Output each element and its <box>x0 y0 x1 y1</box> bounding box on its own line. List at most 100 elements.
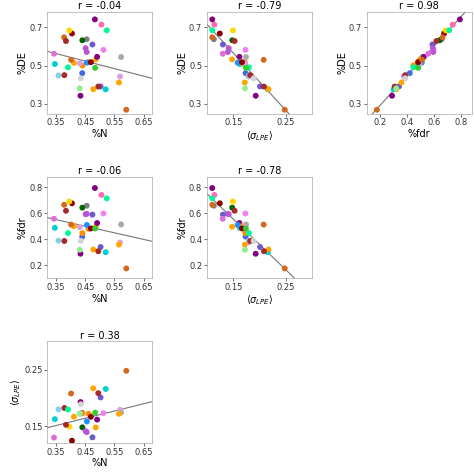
Point <box>87 225 95 232</box>
Point <box>60 445 68 453</box>
Point <box>102 86 109 93</box>
Point <box>395 82 403 90</box>
X-axis label: $\langle\sigma_{LPE}\rangle$: $\langle\sigma_{LPE}\rangle$ <box>246 293 273 308</box>
Point <box>76 60 83 67</box>
Point <box>392 84 400 92</box>
Point <box>242 53 250 61</box>
Point <box>92 55 100 63</box>
Point <box>242 64 250 72</box>
Point <box>388 92 396 100</box>
Point <box>264 85 272 93</box>
Point <box>433 37 440 45</box>
Point <box>420 53 428 61</box>
Point <box>76 84 83 92</box>
Point <box>419 56 426 64</box>
Point <box>256 243 264 251</box>
Point <box>242 210 249 217</box>
Point <box>410 62 417 69</box>
Point <box>62 421 70 428</box>
Point <box>90 246 97 253</box>
Point <box>94 389 102 397</box>
Point <box>83 418 91 425</box>
Point <box>97 82 104 90</box>
Point <box>122 367 130 374</box>
Point <box>51 60 59 68</box>
Point <box>439 34 447 41</box>
Point <box>51 224 59 232</box>
Point <box>67 56 75 64</box>
Point <box>241 58 249 66</box>
Point <box>238 225 246 232</box>
Point <box>87 58 95 66</box>
Point <box>416 55 424 63</box>
Point <box>117 221 125 228</box>
Point <box>83 59 91 66</box>
Point <box>65 198 73 205</box>
Point <box>62 37 70 45</box>
Point <box>98 21 105 28</box>
Point <box>77 398 84 406</box>
Point <box>264 246 272 253</box>
Point <box>55 237 62 245</box>
Point <box>256 82 264 90</box>
Point <box>400 73 408 80</box>
Point <box>229 27 237 34</box>
X-axis label: %N: %N <box>91 458 108 468</box>
Y-axis label: %DE: %DE <box>18 51 28 74</box>
Point <box>79 409 86 417</box>
Point <box>82 45 90 52</box>
Point <box>68 200 76 207</box>
Point <box>68 437 76 445</box>
Point <box>219 50 227 57</box>
Point <box>228 36 236 44</box>
X-axis label: %N: %N <box>91 129 108 139</box>
Point <box>50 215 58 222</box>
Point <box>82 210 90 218</box>
Point <box>79 410 86 417</box>
Point <box>103 194 110 202</box>
Point <box>65 27 73 34</box>
Point <box>245 73 252 80</box>
Point <box>79 204 86 211</box>
Point <box>89 434 96 441</box>
Point <box>61 72 68 79</box>
Point <box>281 264 289 272</box>
Point <box>234 59 241 66</box>
Point <box>392 85 400 93</box>
Title: r = -0.06: r = -0.06 <box>78 166 121 176</box>
Point <box>238 222 246 230</box>
Point <box>401 72 409 79</box>
Point <box>83 221 91 229</box>
Point <box>238 59 246 67</box>
Point <box>449 21 456 28</box>
Point <box>401 74 409 82</box>
Point <box>60 201 68 209</box>
Point <box>89 211 96 219</box>
Point <box>390 86 397 93</box>
Point <box>418 59 426 66</box>
Point <box>242 225 250 232</box>
Point <box>100 410 107 417</box>
Point <box>415 60 423 68</box>
Point <box>98 443 105 450</box>
Point <box>224 48 232 56</box>
Title: r = -0.79: r = -0.79 <box>238 1 281 11</box>
Point <box>116 406 124 414</box>
Point <box>64 229 72 237</box>
Point <box>50 50 58 57</box>
Point <box>373 106 381 114</box>
Point <box>209 184 216 192</box>
Point <box>87 413 95 420</box>
Point <box>122 264 130 272</box>
Point <box>219 41 227 48</box>
Point <box>241 225 249 233</box>
Point <box>65 423 73 430</box>
Point <box>225 45 233 52</box>
Point <box>103 27 110 34</box>
Point <box>241 62 249 69</box>
Point <box>260 83 268 91</box>
Point <box>242 69 249 77</box>
Point <box>70 59 78 67</box>
Point <box>97 243 104 251</box>
Point <box>89 41 96 48</box>
